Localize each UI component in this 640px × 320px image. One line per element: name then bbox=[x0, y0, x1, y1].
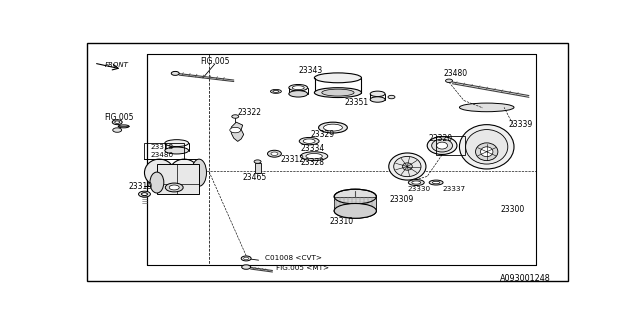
Text: 23309: 23309 bbox=[389, 195, 413, 204]
Text: FIG.005: FIG.005 bbox=[104, 113, 133, 122]
Ellipse shape bbox=[300, 152, 328, 161]
Ellipse shape bbox=[334, 204, 376, 218]
Ellipse shape bbox=[436, 142, 447, 149]
Circle shape bbox=[244, 257, 248, 260]
Text: 23310: 23310 bbox=[330, 217, 354, 226]
Circle shape bbox=[271, 152, 278, 156]
Text: 23329: 23329 bbox=[311, 131, 335, 140]
Ellipse shape bbox=[322, 89, 354, 96]
Text: 23322: 23322 bbox=[237, 108, 262, 117]
Ellipse shape bbox=[412, 181, 420, 184]
Text: FRONT: FRONT bbox=[105, 62, 129, 68]
Ellipse shape bbox=[289, 91, 308, 97]
Ellipse shape bbox=[118, 125, 129, 128]
Circle shape bbox=[112, 120, 122, 124]
Bar bbox=[255, 163, 260, 173]
Ellipse shape bbox=[370, 97, 385, 102]
Ellipse shape bbox=[150, 172, 164, 193]
Ellipse shape bbox=[334, 189, 376, 204]
Ellipse shape bbox=[394, 156, 421, 177]
Circle shape bbox=[138, 191, 150, 197]
Ellipse shape bbox=[370, 91, 385, 97]
Circle shape bbox=[445, 79, 452, 83]
Ellipse shape bbox=[324, 124, 342, 131]
Circle shape bbox=[169, 185, 179, 190]
Circle shape bbox=[113, 128, 122, 132]
Text: 23351: 23351 bbox=[345, 99, 369, 108]
Ellipse shape bbox=[481, 147, 493, 157]
Ellipse shape bbox=[460, 103, 514, 112]
Text: 23300: 23300 bbox=[500, 205, 525, 214]
Bar bbox=[436, 136, 465, 155]
Ellipse shape bbox=[306, 154, 323, 159]
Ellipse shape bbox=[429, 180, 443, 185]
FancyBboxPatch shape bbox=[157, 164, 199, 194]
Text: FIG.005: FIG.005 bbox=[200, 57, 230, 66]
Bar bbox=[145, 143, 184, 159]
Text: 23334: 23334 bbox=[301, 144, 325, 153]
Text: 23320: 23320 bbox=[429, 134, 452, 143]
Circle shape bbox=[241, 256, 251, 261]
Circle shape bbox=[232, 115, 239, 118]
Ellipse shape bbox=[319, 122, 348, 133]
Ellipse shape bbox=[408, 180, 424, 186]
Circle shape bbox=[172, 71, 179, 75]
Ellipse shape bbox=[271, 89, 282, 93]
Ellipse shape bbox=[169, 159, 199, 186]
Text: 23328: 23328 bbox=[300, 158, 324, 167]
Text: C01008 <CVT>: C01008 <CVT> bbox=[265, 255, 322, 261]
Ellipse shape bbox=[165, 140, 189, 147]
Ellipse shape bbox=[460, 124, 514, 169]
Ellipse shape bbox=[165, 147, 189, 154]
Circle shape bbox=[230, 127, 241, 133]
Polygon shape bbox=[231, 122, 244, 141]
Ellipse shape bbox=[289, 84, 308, 91]
Text: 23319: 23319 bbox=[129, 182, 153, 191]
Ellipse shape bbox=[273, 90, 279, 92]
Ellipse shape bbox=[428, 137, 457, 155]
Ellipse shape bbox=[314, 88, 362, 98]
Circle shape bbox=[165, 183, 183, 192]
Ellipse shape bbox=[431, 139, 452, 152]
Circle shape bbox=[242, 265, 251, 269]
Text: A093001248: A093001248 bbox=[499, 274, 550, 283]
Text: 23330: 23330 bbox=[408, 186, 431, 192]
Text: 23339: 23339 bbox=[508, 120, 532, 129]
Text: 23343: 23343 bbox=[298, 67, 323, 76]
Text: 23337: 23337 bbox=[442, 186, 465, 192]
Ellipse shape bbox=[388, 153, 426, 180]
Ellipse shape bbox=[300, 138, 319, 145]
Text: 23480: 23480 bbox=[150, 152, 173, 158]
Ellipse shape bbox=[292, 86, 304, 90]
Text: 23312: 23312 bbox=[281, 155, 305, 164]
Circle shape bbox=[388, 95, 395, 99]
Ellipse shape bbox=[403, 163, 412, 170]
Circle shape bbox=[268, 150, 282, 157]
Bar bbox=[335, 196, 376, 211]
Circle shape bbox=[141, 193, 147, 196]
Circle shape bbox=[115, 121, 120, 124]
Ellipse shape bbox=[476, 143, 498, 161]
Ellipse shape bbox=[145, 159, 174, 186]
Text: FIG.005 <MT>: FIG.005 <MT> bbox=[276, 265, 329, 271]
Ellipse shape bbox=[334, 204, 376, 218]
Text: 23465: 23465 bbox=[243, 173, 267, 182]
Text: 23480: 23480 bbox=[444, 69, 468, 78]
Ellipse shape bbox=[433, 181, 440, 184]
Ellipse shape bbox=[191, 159, 207, 186]
Ellipse shape bbox=[303, 139, 315, 143]
Ellipse shape bbox=[314, 73, 362, 83]
Circle shape bbox=[254, 160, 261, 163]
Text: 23318: 23318 bbox=[150, 144, 173, 150]
Ellipse shape bbox=[466, 130, 508, 164]
